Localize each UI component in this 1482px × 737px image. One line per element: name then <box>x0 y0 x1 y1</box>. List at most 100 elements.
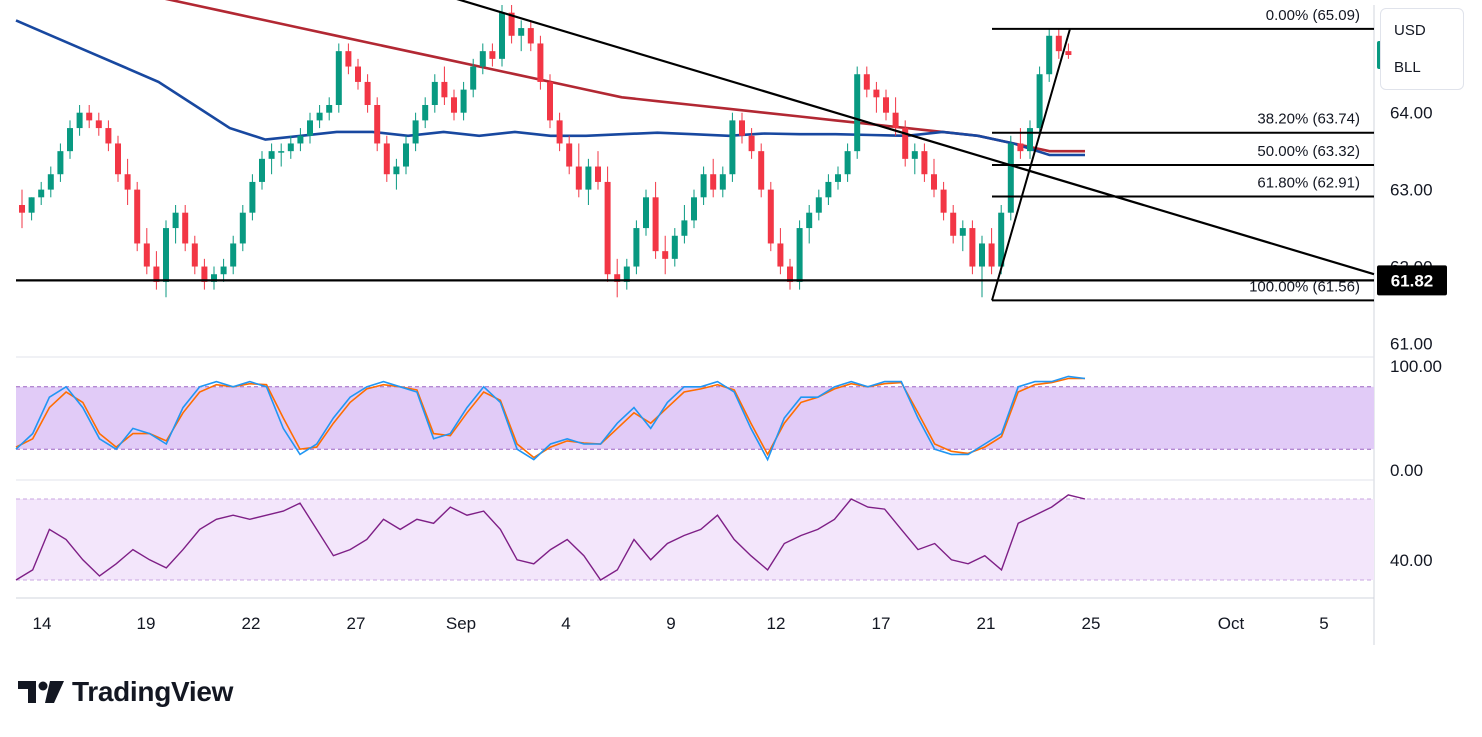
candle-body <box>412 120 419 144</box>
currency-switcher <box>1380 8 1464 90</box>
candle-body <box>153 266 160 282</box>
candle-body <box>863 74 870 90</box>
candle-body <box>57 151 64 175</box>
candle-body <box>489 51 496 59</box>
candle-body <box>547 81 553 121</box>
candle-body <box>556 120 563 144</box>
candle-body <box>172 212 179 229</box>
candle-body <box>115 143 121 175</box>
rsi-panel <box>16 498 1374 581</box>
time-tick-label: 22 <box>242 614 261 633</box>
candle-body <box>652 197 659 252</box>
candle-body <box>662 251 669 259</box>
candle-body <box>422 105 429 121</box>
stochastic-panel <box>16 386 1374 450</box>
candle-body <box>1017 143 1024 152</box>
candle-body <box>268 151 275 159</box>
candle-body <box>316 112 323 121</box>
candle-body <box>777 243 784 267</box>
time-tick-label: 4 <box>561 614 570 633</box>
candle-body <box>815 197 822 213</box>
candle-body <box>86 112 93 121</box>
fibonacci-retracement: 0.00% (65.09) 38.20% (63.74) 50.00% (63.32… <box>991 7 1374 302</box>
time-tick-label: 5 <box>1319 614 1328 633</box>
candle-body <box>249 181 256 213</box>
candle-body <box>729 120 736 175</box>
candle-body <box>710 174 717 190</box>
candle-body <box>950 212 957 236</box>
candle-body <box>134 189 141 244</box>
candle-body <box>220 266 227 275</box>
candle-body <box>383 143 390 175</box>
candle-body <box>470 66 477 90</box>
candle-body <box>335 51 342 105</box>
candle-body <box>1027 128 1033 152</box>
candle-body <box>105 128 112 144</box>
candle-body <box>911 151 918 159</box>
time-tick-label: 19 <box>137 614 156 633</box>
time-tick-label: 25 <box>1082 614 1101 633</box>
candle-body <box>940 189 947 213</box>
candle-body <box>844 151 851 175</box>
candle-body <box>143 243 150 267</box>
candle-body <box>691 197 697 221</box>
candle-body <box>326 105 333 113</box>
stochastic-k-line <box>15 375 1086 462</box>
candle-body <box>431 81 438 105</box>
candle-body <box>355 66 361 82</box>
candle-body <box>163 228 169 282</box>
price-tick-label: 64.00 <box>1390 104 1433 123</box>
candle-body <box>287 143 294 152</box>
fib-level-label: 61.80% (62.91) <box>1257 175 1360 192</box>
candle-body <box>921 151 928 175</box>
candle-body <box>527 28 534 44</box>
candle-body <box>835 174 841 182</box>
symbol-bll-button[interactable]: BLL <box>1394 58 1421 76</box>
candle-body <box>566 143 573 167</box>
candle-body <box>633 228 640 267</box>
currency-usd-button[interactable]: USD <box>1394 21 1426 39</box>
candle-body <box>508 12 515 36</box>
rsi-band <box>16 499 1374 580</box>
candle-body <box>297 135 304 144</box>
candle-body <box>739 120 745 136</box>
candle-body <box>643 197 649 229</box>
candle-body <box>1036 74 1043 129</box>
candle-body <box>374 105 381 144</box>
candle-body <box>211 274 217 282</box>
candle-body <box>182 212 189 244</box>
candle-body <box>537 43 544 82</box>
candle-body <box>787 266 793 282</box>
support-price-badge <box>1377 265 1447 296</box>
stochastic-tick-label: 100.00 <box>1390 357 1442 376</box>
candle-body <box>47 174 54 190</box>
candle-body <box>883 97 889 113</box>
fib-level-label: 38.20% (63.74) <box>1257 111 1360 128</box>
descending-trendline <box>456 0 1375 276</box>
time-tick-label: Oct <box>1218 614 1245 633</box>
brand-name: TradingView <box>72 676 234 707</box>
candle-body <box>998 212 1005 267</box>
candle-body <box>575 166 582 190</box>
candle-body <box>1046 35 1053 75</box>
candle-body <box>1065 51 1072 55</box>
time-tick-label: 17 <box>872 614 891 633</box>
time-tick-label: Sep <box>446 614 476 633</box>
tradingview-logo-icon <box>18 681 64 703</box>
candle-body <box>393 166 400 175</box>
candle-body <box>76 112 83 129</box>
candle-body <box>124 174 131 190</box>
candle-body <box>892 112 899 129</box>
candle-body <box>403 143 409 167</box>
candle-body <box>307 120 313 136</box>
tradingview-logo[interactable]: TradingView <box>18 676 233 708</box>
candle-body <box>499 12 505 59</box>
candle-body <box>239 212 246 244</box>
candle-body <box>719 174 726 190</box>
candle-body <box>28 197 35 213</box>
oscillator-lines <box>15 375 1086 581</box>
candle-body <box>969 228 976 267</box>
candle-body <box>201 266 208 282</box>
candle-body <box>614 274 621 282</box>
